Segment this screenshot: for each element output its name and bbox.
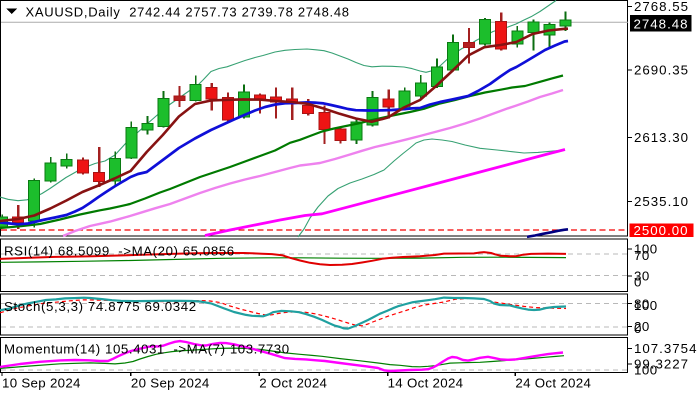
svg-text:2500.00: 2500.00 bbox=[634, 223, 689, 238]
svg-text:107.3754: 107.3754 bbox=[634, 341, 697, 356]
svg-text:0: 0 bbox=[634, 321, 642, 336]
svg-text:80: 80 bbox=[634, 296, 650, 311]
svg-text:2613.30: 2613.30 bbox=[634, 130, 689, 145]
svg-text:100: 100 bbox=[634, 362, 658, 377]
svg-text:100: 100 bbox=[634, 242, 658, 257]
svg-text:10 Sep 2024: 10 Sep 2024 bbox=[2, 376, 81, 391]
svg-text:RSI(14) 68.5099 ->MA(20) 65.0: RSI(14) 68.5099 ->MA(20) 65.0856 bbox=[4, 244, 235, 259]
svg-text:20: 20 bbox=[634, 319, 650, 334]
svg-text:14 Oct 2024: 14 Oct 2024 bbox=[388, 376, 464, 391]
svg-text:2748.48: 2748.48 bbox=[634, 16, 689, 31]
svg-text:0: 0 bbox=[634, 274, 642, 289]
svg-text:Stoch(5,3,3) 74.8775 69.0342: Stoch(5,3,3) 74.8775 69.0342 bbox=[4, 299, 197, 314]
svg-text:2 Oct 2024: 2 Oct 2024 bbox=[259, 376, 327, 391]
svg-text:100: 100 bbox=[634, 298, 658, 313]
svg-text:2690.35: 2690.35 bbox=[634, 63, 689, 78]
svg-text:20 Sep 2024: 20 Sep 2024 bbox=[131, 376, 210, 391]
svg-text:99.3227: 99.3227 bbox=[634, 357, 689, 372]
svg-text:2535.10: 2535.10 bbox=[634, 194, 689, 209]
svg-text:30: 30 bbox=[634, 269, 650, 284]
svg-text:2768.55: 2768.55 bbox=[634, 0, 689, 14]
svg-text:Momentum(14) 105.4031 ->MA(7): Momentum(14) 105.4031 ->MA(7) 103.7730 bbox=[4, 342, 290, 357]
svg-text:XAUUSD,Daily 2742.44 2757.73: XAUUSD,Daily 2742.44 2757.73 2739.78 274… bbox=[26, 4, 350, 19]
svg-text:70: 70 bbox=[634, 248, 650, 263]
svg-text:24 Oct 2024: 24 Oct 2024 bbox=[515, 376, 591, 391]
